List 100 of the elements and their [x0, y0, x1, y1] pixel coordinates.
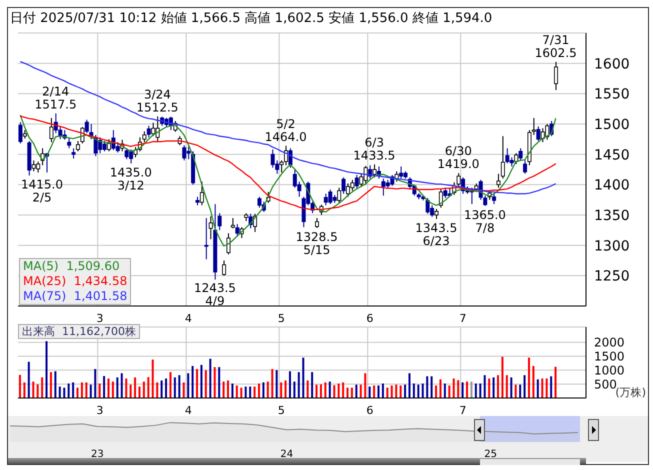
bar	[169, 372, 172, 398]
text: MA(75) 1,401.58	[23, 289, 128, 304]
bar	[271, 369, 274, 398]
bar	[288, 371, 291, 398]
bar	[457, 380, 460, 398]
bar	[204, 370, 207, 398]
bar	[284, 380, 287, 398]
bar	[36, 384, 39, 398]
bar	[492, 377, 495, 398]
y-tick-label: 1300	[594, 238, 630, 254]
bar	[112, 382, 114, 398]
candlestick	[208, 216, 213, 240]
bar	[18, 374, 21, 398]
bar	[276, 370, 278, 398]
bar	[435, 385, 438, 398]
y-tick-label: 1600	[594, 56, 630, 72]
bar	[244, 386, 247, 398]
bar	[360, 384, 362, 398]
bar	[306, 380, 309, 398]
candlestick	[354, 174, 359, 189]
bar	[46, 341, 48, 398]
annotation: 1365.0 7/8	[464, 208, 506, 235]
bar	[174, 377, 176, 398]
candlestick	[518, 148, 523, 161]
candlestick	[76, 140, 80, 152]
candlestick	[434, 208, 439, 220]
annotation: 3/24 1512.5	[136, 87, 178, 114]
candlestick	[142, 130, 146, 143]
bar	[240, 388, 242, 398]
bar	[316, 384, 318, 398]
bar	[98, 384, 101, 398]
bar	[338, 384, 340, 398]
bar	[130, 384, 132, 398]
bar	[524, 375, 526, 398]
bar	[85, 382, 88, 398]
x-tick-label: 25	[484, 449, 497, 460]
bar	[439, 379, 442, 398]
chart-title: 出来高 11,162,700株	[18, 324, 140, 339]
bar	[378, 385, 380, 398]
bar	[346, 388, 349, 398]
x-tick-label: 6	[366, 312, 374, 325]
candlestick	[116, 142, 120, 154]
x-tick-label: 4	[184, 404, 192, 417]
candlestick	[72, 148, 76, 160]
bar	[532, 366, 534, 398]
bar	[501, 356, 504, 398]
x-tick-label: 4	[184, 312, 192, 325]
bar	[108, 378, 110, 398]
x-tick-label: 7	[459, 312, 466, 325]
candlestick	[218, 212, 222, 231]
bar	[444, 384, 446, 398]
bar	[142, 382, 145, 398]
candlestick	[350, 179, 354, 192]
candlestick	[426, 198, 430, 214]
bar	[519, 384, 522, 398]
bar	[138, 386, 140, 398]
annotation: 2/14 1517.5	[34, 84, 77, 112]
annotation: 7/31 1602.5	[534, 32, 577, 60]
bar	[328, 382, 331, 398]
candlestick	[514, 152, 518, 165]
bar	[333, 385, 336, 398]
bar	[266, 382, 269, 398]
bar	[311, 372, 314, 398]
bar	[386, 388, 388, 398]
bar	[68, 384, 70, 398]
candlestick	[146, 125, 151, 138]
y-tick-label: 1250	[594, 268, 630, 285]
candlestick	[532, 117, 536, 136]
bar	[430, 376, 433, 398]
candlestick	[496, 173, 500, 188]
annotation: 1415.0 2/5	[21, 178, 63, 205]
bar	[417, 384, 420, 398]
bar	[408, 373, 410, 398]
candlestick	[554, 61, 558, 91]
annotation: 1243.5 4/9	[194, 281, 236, 308]
bar	[550, 376, 552, 398]
bar	[94, 369, 96, 398]
bar	[395, 384, 398, 398]
bar	[231, 384, 234, 398]
bar	[262, 382, 264, 398]
bar	[50, 372, 52, 398]
bar	[209, 358, 212, 398]
bar	[156, 382, 158, 398]
x-tick-label: 6	[366, 404, 374, 417]
candlestick	[510, 156, 514, 167]
candlestick	[124, 148, 129, 160]
candlestick	[315, 218, 319, 229]
bar	[28, 362, 30, 398]
bar	[541, 378, 544, 398]
bar	[72, 382, 74, 398]
bar	[368, 386, 371, 398]
x-tick-label: 5	[278, 404, 285, 417]
bar	[120, 373, 123, 398]
bar	[90, 384, 92, 398]
bar	[152, 360, 154, 398]
x-tick-label: 3	[96, 404, 104, 417]
bar	[497, 375, 500, 398]
chart-title: 日付 2025/07/31 10:12 始値 1,566.5 高値 1,602.5 安値 1,556.0 終値 1,594.0	[10, 10, 492, 28]
bar	[222, 382, 225, 398]
candlestick	[84, 119, 89, 134]
